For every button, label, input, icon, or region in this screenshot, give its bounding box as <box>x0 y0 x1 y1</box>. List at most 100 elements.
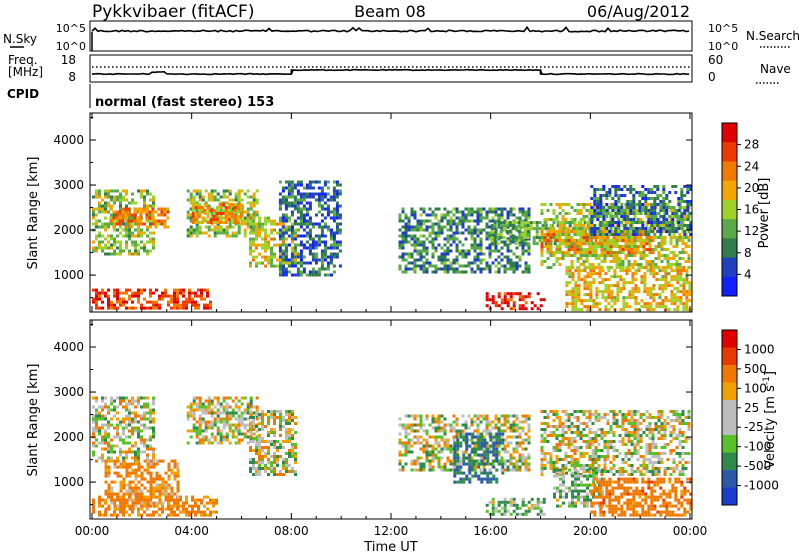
heatmap-cell-8 <box>530 301 534 305</box>
heatmap-cell-10 <box>669 242 673 245</box>
heatmap-cell-5 <box>270 219 273 223</box>
heatmap-cell-12 <box>680 218 684 221</box>
heatmap-cell-7 <box>419 225 423 229</box>
heatmap-cell-4 <box>279 410 282 413</box>
heatmap-cell-10 <box>654 248 658 251</box>
heatmap-cell-2 <box>176 468 180 472</box>
heatmap-cell-11 <box>573 230 577 234</box>
heatmap-cell-13 <box>571 287 575 291</box>
heatmap-cell-7 <box>506 249 510 253</box>
heatmap-cell-13 <box>661 269 665 273</box>
heatmap-cell-1 <box>116 228 119 232</box>
heatmap-cell-4 <box>230 221 234 224</box>
heatmap-cell-1 <box>95 207 98 211</box>
heatmap-cell-13 <box>592 281 596 285</box>
heatmap-cell-7 <box>467 252 471 256</box>
heatmap-cell-6 <box>320 264 324 268</box>
heatmap-cell-13 <box>604 305 608 309</box>
heatmap-cell-13 <box>586 275 590 279</box>
heatmap-cell-4 <box>267 440 270 443</box>
heatmap-cell-7 <box>416 219 420 223</box>
heatmap-cell-5 <box>282 255 285 259</box>
heatmap-cell-2 <box>128 462 132 466</box>
heatmap-cell-0 <box>167 294 170 298</box>
heatmap-cell-7 <box>452 258 456 262</box>
heatmap-cell-13 <box>649 302 653 306</box>
heatmap-cell-13 <box>592 278 596 282</box>
heatmap-cell-12 <box>626 227 630 230</box>
heatmap-cell-13 <box>676 275 680 279</box>
heatmap-cell-0 <box>188 294 191 298</box>
heatmap-cell-0 <box>125 291 128 295</box>
heatmap-cell-2 <box>110 492 114 496</box>
heatmap-cell-11 <box>567 239 571 243</box>
heatmap-cell-13 <box>661 275 665 279</box>
heatmap-cell-7 <box>443 213 447 217</box>
heatmap-cell-6 <box>299 252 303 256</box>
heatmap-cell-4 <box>191 215 195 218</box>
heatmap-cell-7 <box>419 228 423 232</box>
heatmap-cell-6 <box>335 228 339 232</box>
heatmap-cell-1 <box>92 441 95 445</box>
heatmap-cell-11 <box>576 248 580 252</box>
heatmap-cell-0 <box>176 498 179 502</box>
heatmap-cell-7 <box>515 246 519 250</box>
heatmap-cell-4 <box>261 461 264 464</box>
heatmap-cell-0 <box>170 504 173 508</box>
heatmap-cell-12 <box>659 200 663 203</box>
colorbar-tick-label: 4 <box>744 267 752 281</box>
heatmap-cell-10 <box>597 254 601 257</box>
heatmap-cell-9 <box>526 221 530 225</box>
heatmap-cell-10 <box>588 254 592 257</box>
heatmap-cell-0 <box>206 291 209 295</box>
heatmap-cell-3 <box>240 438 244 442</box>
heatmap-cell-6 <box>278 219 282 223</box>
heatmap-cell-0 <box>197 303 200 307</box>
heatmap-cell-5 <box>267 261 270 265</box>
heatmap-cell-10 <box>672 233 676 236</box>
heatmap-cell-10 <box>684 218 688 221</box>
heatmap-cell-6 <box>338 228 342 232</box>
heatmap-cell-9 <box>499 233 503 237</box>
heatmap-cell-11 <box>570 230 574 234</box>
heatmap-cell-1 <box>131 450 134 454</box>
heatmap-cell-5 <box>261 225 264 229</box>
heatmap-cell-12 <box>626 218 630 221</box>
heatmap-cell-1 <box>149 408 152 412</box>
heatmap-cell-7 <box>473 270 477 274</box>
heatmap-cell-0 <box>215 498 218 502</box>
heatmap-cell-10 <box>645 260 649 263</box>
heatmap-cell-3 <box>243 435 247 439</box>
heatmap-cell-7 <box>464 249 468 253</box>
heatmap-cell-9 <box>535 221 539 225</box>
heatmap-cell-3 <box>195 234 199 238</box>
heatmap-cell-2 <box>113 480 117 484</box>
heatmap-cell-13 <box>586 281 590 285</box>
heatmap-cell-7 <box>440 246 444 250</box>
heatmap-cell-10 <box>582 254 586 257</box>
heatmap-cell-3 <box>210 402 214 406</box>
heatmap-cell-1 <box>149 237 152 241</box>
heatmap-cell-6 <box>290 204 294 208</box>
heatmap-cell-1 <box>128 429 131 433</box>
heatmap-cell-10 <box>591 263 595 266</box>
heatmap-cell-4 <box>285 419 288 422</box>
heatmap-cell-0 <box>101 288 104 292</box>
heatmap-cell-5 <box>428 435 432 439</box>
heatmap-cell-11 <box>552 233 556 237</box>
heatmap-cell-12 <box>608 191 612 194</box>
heatmap-cell-12 <box>656 188 660 191</box>
heatmap-cell-6 <box>293 186 297 190</box>
colorbar-tick-label: 16 <box>744 203 759 217</box>
heatmap-cell-13 <box>625 305 629 309</box>
heatmap-cell-2 <box>158 486 162 490</box>
heatmap-cell-5 <box>285 225 288 229</box>
heatmap-cell-13 <box>634 296 638 300</box>
heatmap-cell-1 <box>104 201 107 205</box>
heatmap-cell-2 <box>151 216 155 220</box>
heatmap-cell-9 <box>520 236 524 240</box>
heatmap-cell-3 <box>207 402 211 406</box>
heatmap-cell-6 <box>332 219 336 223</box>
heatmap-cell-2 <box>176 471 180 475</box>
